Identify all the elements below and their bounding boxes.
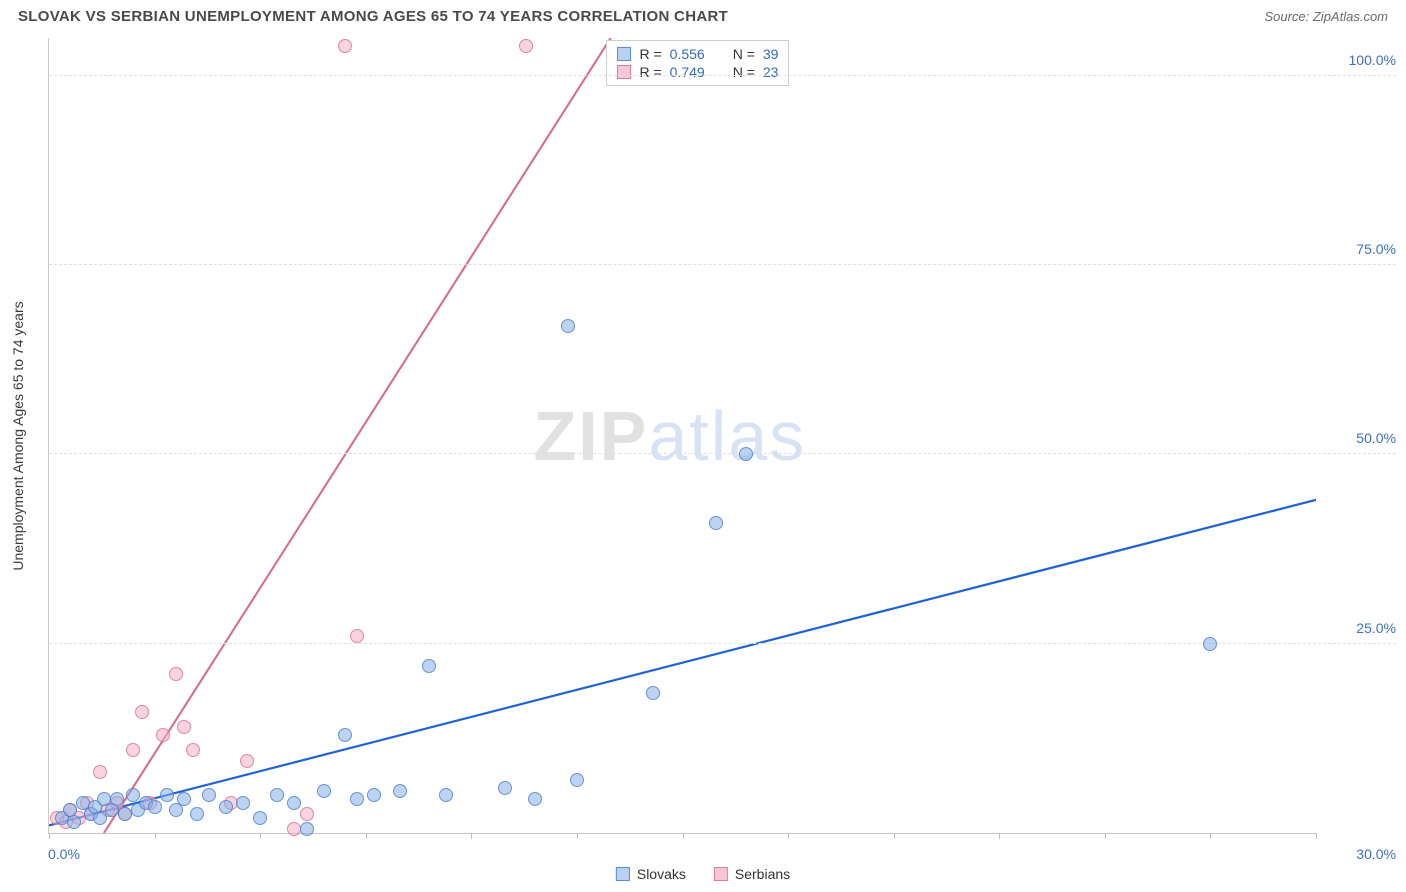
stats-row: R = 0.749 N = 23 — [617, 63, 778, 81]
x-tick — [1105, 833, 1106, 839]
stat-r-value: 0.556 — [670, 46, 705, 62]
data-point — [186, 743, 200, 757]
x-tick — [49, 833, 50, 839]
data-point — [219, 800, 233, 814]
x-tick — [577, 833, 578, 839]
stat-n-label: N = — [733, 46, 755, 62]
data-point — [422, 659, 436, 673]
legend: Slovaks Serbians — [616, 866, 790, 882]
data-point — [646, 686, 660, 700]
gridline — [49, 264, 1396, 265]
legend-label: Slovaks — [637, 866, 686, 882]
stat-r-value: 0.749 — [670, 64, 705, 80]
data-point — [93, 765, 107, 779]
legend-label: Serbians — [735, 866, 790, 882]
data-point — [1203, 637, 1217, 651]
x-tick — [1316, 833, 1317, 839]
data-point — [67, 815, 81, 829]
data-point — [93, 811, 107, 825]
trend-lines — [49, 38, 1316, 833]
data-point — [519, 39, 533, 53]
data-point — [300, 822, 314, 836]
data-point — [300, 807, 314, 821]
data-point — [393, 784, 407, 798]
data-point — [367, 788, 381, 802]
x-tick — [155, 833, 156, 839]
x-tick — [788, 833, 789, 839]
stat-n-value: 23 — [763, 64, 779, 80]
swatch-icon — [617, 65, 631, 79]
y-tick-label: 75.0% — [1324, 241, 1396, 257]
plot-region: ZIPatlas R =0.556N =39R =0.749N =23 25.0… — [48, 38, 1316, 834]
y-tick-label: 25.0% — [1324, 620, 1396, 636]
swatch-icon — [617, 47, 631, 61]
x-min-label: 0.0% — [48, 846, 80, 862]
data-point — [169, 667, 183, 681]
data-point — [236, 796, 250, 810]
data-point — [110, 792, 124, 806]
stat-n-value: 39 — [763, 46, 779, 62]
data-point — [739, 447, 753, 461]
data-point — [148, 800, 162, 814]
data-point — [126, 743, 140, 757]
chart-title: SLOVAK VS SERBIAN UNEMPLOYMENT AMONG AGE… — [18, 8, 728, 25]
y-tick-label: 100.0% — [1324, 52, 1396, 68]
gridline — [49, 453, 1396, 454]
stat-r-label: R = — [639, 64, 661, 80]
watermark: ZIPatlas — [533, 396, 806, 476]
data-point — [253, 811, 267, 825]
data-point — [498, 781, 512, 795]
stats-box: R = 0.556 N = 39 R = 0.749 N = 23 — [606, 40, 789, 86]
data-point — [561, 319, 575, 333]
y-axis-label: Unemployment Among Ages 65 to 74 years — [10, 301, 26, 570]
legend-item: Slovaks — [616, 866, 686, 882]
data-point — [270, 788, 284, 802]
x-tick — [260, 833, 261, 839]
x-tick — [366, 833, 367, 839]
gridline — [49, 75, 1396, 76]
watermark-atlas: atlas — [648, 397, 806, 475]
data-point — [287, 796, 301, 810]
data-point — [240, 754, 254, 768]
data-point — [338, 728, 352, 742]
stat-n-label: N = — [733, 64, 755, 80]
x-tick — [894, 833, 895, 839]
x-tick — [471, 833, 472, 839]
trend-line — [104, 38, 611, 833]
swatch-icon — [616, 867, 630, 881]
gridline — [49, 643, 1396, 644]
data-point — [160, 788, 174, 802]
data-point — [350, 629, 364, 643]
data-point — [350, 792, 364, 806]
x-tick — [999, 833, 1000, 839]
stat-r-label: R = — [639, 46, 661, 62]
x-tick — [683, 833, 684, 839]
x-tick — [1210, 833, 1211, 839]
data-point — [177, 792, 191, 806]
data-point — [177, 720, 191, 734]
data-point — [190, 807, 204, 821]
y-tick-label: 50.0% — [1324, 430, 1396, 446]
data-point — [202, 788, 216, 802]
legend-item: Serbians — [714, 866, 790, 882]
chart-area: Unemployment Among Ages 65 to 74 years Z… — [48, 38, 1316, 834]
watermark-zip: ZIP — [533, 397, 648, 475]
data-point — [156, 728, 170, 742]
stats-row: R = 0.556 N = 39 — [617, 45, 778, 63]
data-point — [317, 784, 331, 798]
data-point — [709, 516, 723, 530]
data-point — [570, 773, 584, 787]
swatch-icon — [714, 867, 728, 881]
source-label: Source: ZipAtlas.com — [1264, 9, 1388, 24]
data-point — [135, 705, 149, 719]
data-point — [528, 792, 542, 806]
x-max-label: 30.0% — [1324, 846, 1396, 862]
trend-line — [49, 500, 1316, 826]
data-point — [439, 788, 453, 802]
data-point — [338, 39, 352, 53]
